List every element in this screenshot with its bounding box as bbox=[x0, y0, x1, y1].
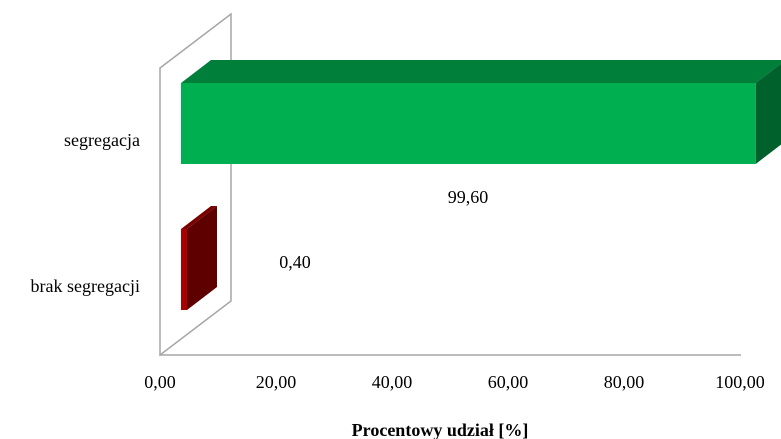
bar-brak-segregacji bbox=[181, 206, 217, 310]
category-label-brak-segregacji: brak segregacji bbox=[31, 276, 140, 296]
data-label-brak-segregacji: 0,40 bbox=[279, 252, 311, 272]
x-tick-label: 40,00 bbox=[372, 372, 413, 392]
bar-segregacja bbox=[181, 60, 781, 164]
category-label-segregacja: segregacja bbox=[64, 130, 140, 150]
bar-side-face bbox=[187, 206, 217, 310]
category-labels: segregacja brak segregacji bbox=[31, 130, 140, 296]
x-tick-label: 20,00 bbox=[256, 372, 297, 392]
data-label-segregacja: 99,60 bbox=[448, 187, 489, 207]
x-tick-label: 80,00 bbox=[604, 372, 645, 392]
x-tick-label: 60,00 bbox=[488, 372, 529, 392]
data-labels: 99,60 0,40 bbox=[279, 187, 488, 272]
bar-top-face bbox=[181, 206, 217, 229]
x-tick-label: 100,00 bbox=[715, 372, 765, 392]
x-tick-labels: 0,00 20,00 40,00 60,00 80,00 100,00 bbox=[144, 372, 765, 392]
x-tick-label: 0,00 bbox=[144, 372, 176, 392]
bars-group bbox=[181, 60, 781, 310]
x-axis-title: Procentowy udział [%] bbox=[352, 420, 529, 439]
bar-top-face bbox=[181, 60, 781, 83]
bar-side-face bbox=[755, 63, 781, 164]
bar-front-face bbox=[181, 229, 187, 310]
bar-front-face bbox=[181, 83, 756, 164]
